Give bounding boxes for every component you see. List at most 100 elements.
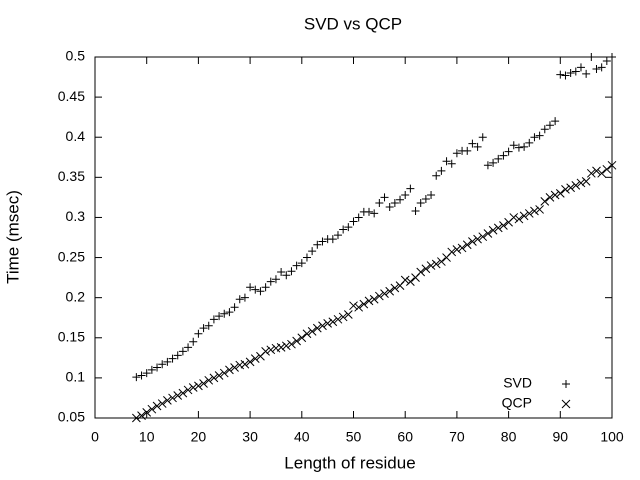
data-point [447, 247, 457, 257]
data-point [597, 63, 606, 72]
data-point [396, 195, 405, 204]
data-point [220, 309, 229, 318]
data-point [478, 133, 487, 142]
data-point [545, 121, 554, 130]
data-point [483, 161, 492, 170]
data-point [452, 245, 462, 254]
data-point [313, 240, 322, 249]
x-tick-label: 0 [91, 429, 99, 445]
data-point [478, 232, 488, 242]
data-point [607, 160, 617, 170]
data-point [437, 257, 446, 266]
data-point [602, 57, 611, 66]
y-tick-label: 0.35 [58, 168, 85, 184]
data-point [297, 259, 306, 268]
legend-marker [562, 380, 570, 388]
y-tick-label: 0.4 [66, 128, 86, 144]
data-point [214, 371, 224, 380]
data-point [246, 283, 255, 292]
data-point [519, 211, 529, 221]
data-point [452, 149, 461, 158]
data-point [385, 203, 394, 212]
data-point [184, 343, 193, 352]
data-point [328, 235, 337, 244]
x-tick-label: 80 [501, 429, 517, 445]
data-point [421, 264, 431, 274]
data-point [282, 271, 291, 280]
data-point [302, 329, 312, 339]
data-point [416, 267, 426, 277]
data-point [225, 308, 234, 317]
data-point [230, 363, 239, 372]
data-point [524, 209, 534, 218]
data-point [199, 324, 208, 333]
y-tick-label: 0.5 [66, 48, 86, 64]
data-point [266, 345, 276, 355]
data-point [457, 243, 467, 253]
data-point [323, 318, 333, 328]
data-point [556, 70, 565, 79]
data-point [576, 178, 586, 188]
data-point [137, 411, 146, 420]
data-point [489, 158, 498, 167]
data-point [173, 391, 183, 400]
data-point [426, 261, 436, 270]
data-point [333, 231, 342, 240]
data-point [276, 343, 286, 352]
data-point [447, 159, 456, 168]
data-point [374, 291, 384, 301]
data-point [608, 53, 616, 61]
data-point [292, 261, 301, 270]
data-point [437, 166, 446, 175]
y-axis-label: Time (msec) [3, 190, 22, 284]
x-axis-label: Length of residue [284, 453, 415, 472]
data-point [406, 277, 415, 286]
data-point [163, 395, 172, 405]
data-point [463, 146, 472, 155]
data-point [194, 381, 203, 391]
data-point [137, 371, 146, 380]
data-point [597, 168, 607, 178]
data-point [266, 277, 275, 286]
data-point [561, 185, 570, 194]
data-point [514, 214, 524, 224]
data-point [297, 333, 307, 343]
data-point [132, 413, 141, 423]
data-point [225, 365, 234, 375]
data-point [400, 275, 410, 285]
data-point [401, 190, 410, 199]
data-point [380, 289, 389, 299]
data-point [349, 301, 358, 311]
data-point [338, 312, 348, 322]
data-point [375, 199, 384, 208]
data-point [339, 225, 348, 234]
data-point [189, 337, 198, 346]
data-point [514, 143, 523, 152]
data-point [365, 207, 374, 216]
data-point [369, 294, 379, 304]
data-point [468, 237, 477, 246]
data-point [380, 193, 389, 202]
data-point [545, 193, 555, 202]
data-point [287, 339, 296, 349]
data-point [535, 205, 544, 214]
data-point [209, 373, 219, 383]
data-point [592, 65, 601, 74]
data-point [333, 314, 343, 324]
data-point [473, 234, 482, 244]
y-tick-label: 0.05 [58, 409, 85, 425]
data-point [147, 404, 157, 414]
data-point [359, 299, 369, 309]
data-point [183, 385, 193, 395]
data-point [173, 351, 182, 360]
data-point [530, 206, 539, 216]
data-point [431, 259, 441, 269]
data-point [142, 408, 152, 417]
data-point [344, 223, 353, 232]
data-point [204, 375, 214, 385]
data-point [561, 71, 570, 80]
data-point [535, 131, 544, 140]
data-point [215, 312, 224, 321]
